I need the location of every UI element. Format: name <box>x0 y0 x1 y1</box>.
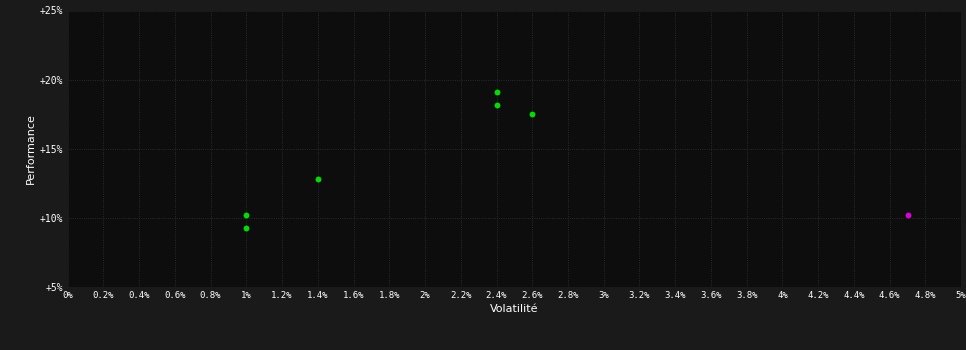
Point <box>239 225 254 230</box>
X-axis label: Volatilité: Volatilité <box>490 304 539 314</box>
Point <box>525 111 540 117</box>
Y-axis label: Performance: Performance <box>26 113 36 184</box>
Point <box>239 212 254 218</box>
Point <box>900 212 916 218</box>
Point <box>310 176 326 182</box>
Point <box>489 102 504 107</box>
Point <box>489 89 504 95</box>
